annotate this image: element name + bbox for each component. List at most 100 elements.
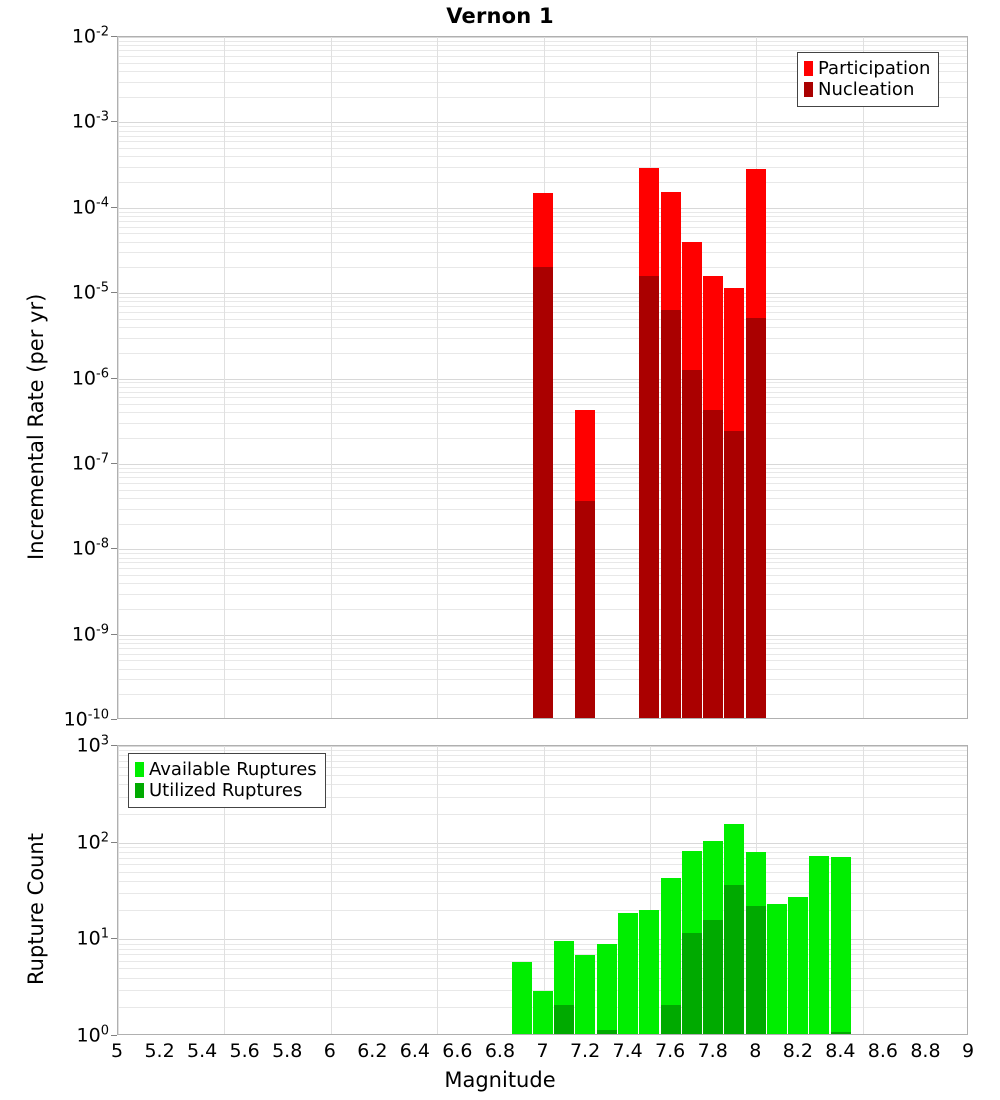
gridline-horizontal — [118, 167, 967, 168]
bar-segment-available — [575, 955, 595, 1034]
bar-group — [746, 746, 766, 1034]
legend-bottom: Available Ruptures Utilized Ruptures — [128, 753, 326, 809]
legend-bottom-entry: Utilized Ruptures — [135, 780, 317, 801]
gridline-horizontal — [118, 847, 967, 848]
bar-group — [703, 746, 723, 1034]
x-axis-tick-label: 8.4 — [825, 1040, 856, 1062]
x-axis-tick-label: 5 — [110, 1040, 124, 1062]
bar-group — [746, 37, 766, 718]
y-axis-tick-mark — [111, 548, 117, 549]
legend-top: Participation Nucleation — [797, 52, 940, 108]
gridline-horizontal — [118, 858, 967, 859]
bar-segment-available — [533, 990, 553, 1034]
gridline-horizontal — [118, 148, 967, 149]
x-axis-tick-label: 8 — [749, 1040, 762, 1062]
gridline-horizontal — [118, 978, 967, 979]
bar-group — [724, 37, 744, 718]
bar-segment-nucleation — [575, 500, 595, 718]
legend-swatch-icon — [135, 783, 144, 799]
y-axis-tick-mark — [111, 1035, 117, 1036]
bar-segment-available — [639, 910, 659, 1034]
bar-group — [554, 746, 574, 1034]
gridline-horizontal — [118, 746, 967, 747]
bar-group — [809, 746, 829, 1034]
gridline-horizontal — [118, 122, 967, 123]
y-axis-title-bottom: Rupture Count — [24, 833, 48, 985]
bar-group — [512, 746, 532, 1034]
x-axis-tick-label: 6.4 — [399, 1040, 430, 1062]
gridline-horizontal — [118, 136, 967, 137]
page-title: Vernon 1 — [446, 4, 554, 28]
legend-swatch-icon — [135, 762, 144, 778]
bar-segment-nucleation — [703, 410, 723, 718]
gridline-vertical — [118, 746, 119, 1034]
y-axis-tick-label: 103 — [76, 733, 109, 757]
gridline-horizontal — [118, 82, 967, 83]
bar-group — [724, 746, 744, 1034]
bar-group — [533, 37, 553, 718]
gridline-vertical — [544, 746, 545, 1034]
gridline-vertical — [331, 37, 332, 718]
bar-group — [703, 37, 723, 718]
gridline-horizontal — [118, 843, 967, 844]
gridline-horizontal — [118, 852, 967, 853]
x-axis-tick-label: 7 — [536, 1040, 549, 1062]
x-axis-title: Magnitude — [444, 1068, 556, 1092]
x-axis-tick-label: 8.2 — [782, 1040, 813, 1062]
bar-segment-available — [512, 962, 532, 1034]
y-axis-tick-mark — [111, 207, 117, 208]
bar-segment-utilized — [724, 884, 744, 1034]
legend-top-label: Nucleation — [818, 79, 915, 101]
y-axis-tick-mark — [111, 634, 117, 635]
gridlines-bottom — [118, 746, 967, 1034]
bar-group — [533, 746, 553, 1034]
x-axis-tick-label: 5.2 — [144, 1040, 175, 1062]
x-axis-tick-label: 8.6 — [867, 1040, 898, 1062]
y-axis-tick-label: 10-8 — [71, 536, 109, 560]
legend-top-label: Participation — [818, 58, 931, 79]
gridline-horizontal — [118, 961, 967, 962]
gridline-horizontal — [118, 45, 967, 46]
bar-group — [682, 37, 702, 718]
gridline-horizontal — [118, 797, 967, 798]
legend-bottom-label: Available Ruptures — [149, 759, 317, 780]
x-axis-tick-label: 5.8 — [272, 1040, 303, 1062]
bar-group — [575, 746, 595, 1034]
y-axis-tick-label: 10-4 — [71, 195, 109, 219]
legend-bottom-label: Utilized Ruptures — [149, 780, 303, 802]
gridline-horizontal — [118, 814, 967, 815]
bar-segment-utilized — [831, 1031, 851, 1034]
gridline-horizontal — [118, 761, 967, 762]
gridline-horizontal — [118, 944, 967, 945]
y-axis-tick-label: 10-7 — [71, 451, 109, 475]
gridline-horizontal — [118, 126, 967, 127]
x-axis-tick-label: 7.6 — [655, 1040, 686, 1062]
bar-segment-available — [809, 855, 829, 1034]
bar-segment-utilized — [746, 906, 766, 1034]
bar-group — [639, 746, 659, 1034]
bar-segment-utilized — [682, 933, 702, 1034]
gridline-horizontal — [118, 767, 967, 768]
bar-group — [597, 746, 617, 1034]
y-axis-tick-label: 100 — [76, 1023, 109, 1047]
y-axis-tick-mark — [111, 463, 117, 464]
bar-segment-nucleation — [639, 276, 659, 718]
gridline-vertical — [118, 37, 119, 718]
gridline-horizontal — [118, 784, 967, 785]
y-axis-tick-mark — [111, 745, 117, 746]
bar-segment-nucleation — [533, 267, 553, 718]
legend-top-entry: Participation — [804, 58, 930, 79]
gridline-horizontal — [118, 750, 967, 751]
x-axis-tick-label: 6.8 — [484, 1040, 516, 1062]
y-axis-tick-label: 102 — [76, 829, 109, 854]
legend-swatch-icon — [804, 82, 813, 98]
gridline-vertical — [863, 37, 864, 718]
x-axis-tick-label: 6.2 — [357, 1040, 388, 1062]
bar-segment-available — [831, 857, 851, 1034]
bar-group — [682, 746, 702, 1034]
y-axis-tick-mark — [111, 292, 117, 293]
gridline-horizontal — [118, 131, 967, 132]
gridline-horizontal — [118, 910, 967, 911]
x-axis-tick-label: 5.6 — [229, 1040, 260, 1062]
